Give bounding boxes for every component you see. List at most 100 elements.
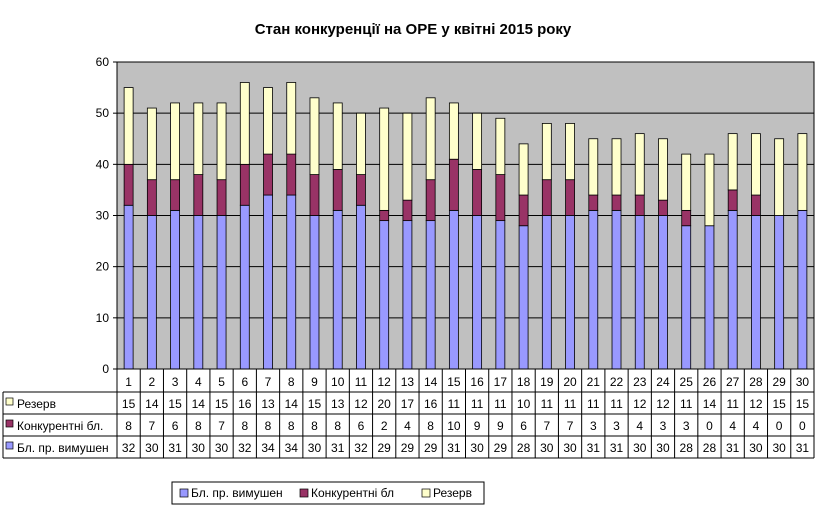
table-row-legend-key <box>5 441 14 450</box>
table-cell: 15 <box>308 397 322 411</box>
bars <box>123 82 808 370</box>
x-tick-label: 11 <box>355 375 368 389</box>
bar-forced-blocks <box>402 220 413 370</box>
table-cell: 30 <box>563 441 577 455</box>
table-cell: 31 <box>610 441 624 455</box>
bar-forced-blocks <box>216 215 227 370</box>
table-cell: 28 <box>517 441 531 455</box>
bar-forced-blocks <box>146 215 157 370</box>
bar-reserve <box>681 153 692 211</box>
table-cell: 30 <box>656 441 670 455</box>
table-cell: 11 <box>564 397 577 411</box>
table-cell: 11 <box>726 397 739 411</box>
table-cell: 31 <box>726 441 740 455</box>
table-row-legend-key <box>5 397 14 406</box>
y-tick-label: 60 <box>96 55 110 69</box>
bar-forced-blocks <box>263 194 273 370</box>
x-tick-label: 22 <box>610 375 624 389</box>
bar-competitive-blocks <box>425 179 436 222</box>
chart-title: Стан конкуренції на ОРЕ у квітні 2015 ро… <box>255 21 572 38</box>
table-cell: 4 <box>636 419 643 433</box>
bar-forced-blocks <box>541 215 552 370</box>
table-cell: 3 <box>660 419 667 433</box>
bar-forced-blocks <box>193 215 204 370</box>
bar-competitive-blocks <box>170 179 180 211</box>
table-cell: 15 <box>796 397 810 411</box>
bar-competitive-blocks <box>402 199 413 222</box>
bar-reserve <box>495 117 506 175</box>
table-cell: 7 <box>567 419 574 433</box>
table-cell: 7 <box>149 419 156 433</box>
bar-forced-blocks <box>309 215 320 370</box>
table-cell: 15 <box>168 397 182 411</box>
table-cell: 31 <box>168 441 182 455</box>
table-cell: 0 <box>799 419 806 433</box>
bar-reserve <box>448 102 459 160</box>
bar-competitive-blocks <box>379 209 390 222</box>
table-cell: 11 <box>680 397 693 411</box>
bar-forced-blocks <box>611 209 622 370</box>
x-tick-label: 6 <box>241 375 248 389</box>
table-cell: 4 <box>729 419 736 433</box>
bar-reserve <box>309 97 320 175</box>
table-cell: 28 <box>703 441 717 455</box>
x-tick-label: 1 <box>125 375 132 389</box>
bar-forced-blocks <box>518 225 529 370</box>
bar-reserve <box>704 153 715 227</box>
table-cell: 31 <box>587 441 601 455</box>
table-cell: 31 <box>796 441 810 455</box>
bar-reserve <box>193 102 204 175</box>
bar-reserve <box>286 82 297 155</box>
legend-label: Бл. пр. вимушен <box>191 486 283 500</box>
bar-competitive-blocks <box>751 194 761 216</box>
table-cell: 20 <box>378 397 392 411</box>
bar-competitive-blocks <box>634 194 645 216</box>
bar-reserve <box>170 102 180 181</box>
bar-forced-blocks <box>123 204 134 370</box>
table-cell: 30 <box>749 441 763 455</box>
bar-forced-blocks <box>797 209 808 370</box>
table-cell: 15 <box>122 397 136 411</box>
bar-competitive-blocks <box>146 179 157 216</box>
table-cell: 30 <box>772 441 786 455</box>
table-cell: 7 <box>543 419 550 433</box>
bar-forced-blocks <box>751 215 761 370</box>
legend-swatch <box>179 488 189 498</box>
table-cell: 14 <box>192 397 206 411</box>
table-cell: 30 <box>633 441 647 455</box>
table-cell: 4 <box>753 419 760 433</box>
table-cell: 30 <box>145 441 159 455</box>
table-cell: 30 <box>540 441 554 455</box>
table-row-reserve-label: Резерв <box>17 397 56 411</box>
bar-competitive-blocks <box>495 174 506 222</box>
x-tick-label: 4 <box>195 375 202 389</box>
bar-forced-blocks <box>565 215 575 370</box>
bar-reserve <box>146 107 157 181</box>
bar-forced-blocks <box>425 220 436 370</box>
bar-forced-blocks <box>448 209 459 370</box>
table-cell: 8 <box>241 419 248 433</box>
legend: Бл. пр. вимушен Конкурентні бл Резерв <box>171 481 485 505</box>
bar-reserve <box>216 102 227 181</box>
x-tick-label: 28 <box>749 375 763 389</box>
x-tick-label: 9 <box>311 375 318 389</box>
bar-competitive-blocks <box>356 174 366 206</box>
table-cell: 8 <box>195 419 202 433</box>
table-cell: 34 <box>261 441 275 455</box>
bar-forced-blocks <box>356 204 366 370</box>
table-cell: 29 <box>494 441 508 455</box>
bar-reserve <box>239 82 250 165</box>
bar-reserve <box>356 112 366 175</box>
table-cell: 30 <box>470 441 484 455</box>
bar-competitive-blocks <box>681 209 692 227</box>
bar-reserve <box>774 138 785 216</box>
legend-label: Конкурентні бл <box>311 486 394 500</box>
bar-competitive-blocks <box>565 179 575 216</box>
table-cell: 11 <box>610 397 623 411</box>
bar-competitive-blocks <box>472 169 483 216</box>
x-tick-label: 18 <box>517 375 531 389</box>
table-cell: 10 <box>517 397 531 411</box>
bar-forced-blocks <box>774 215 785 370</box>
table-cell: 8 <box>311 419 318 433</box>
x-tick-label: 26 <box>703 375 717 389</box>
